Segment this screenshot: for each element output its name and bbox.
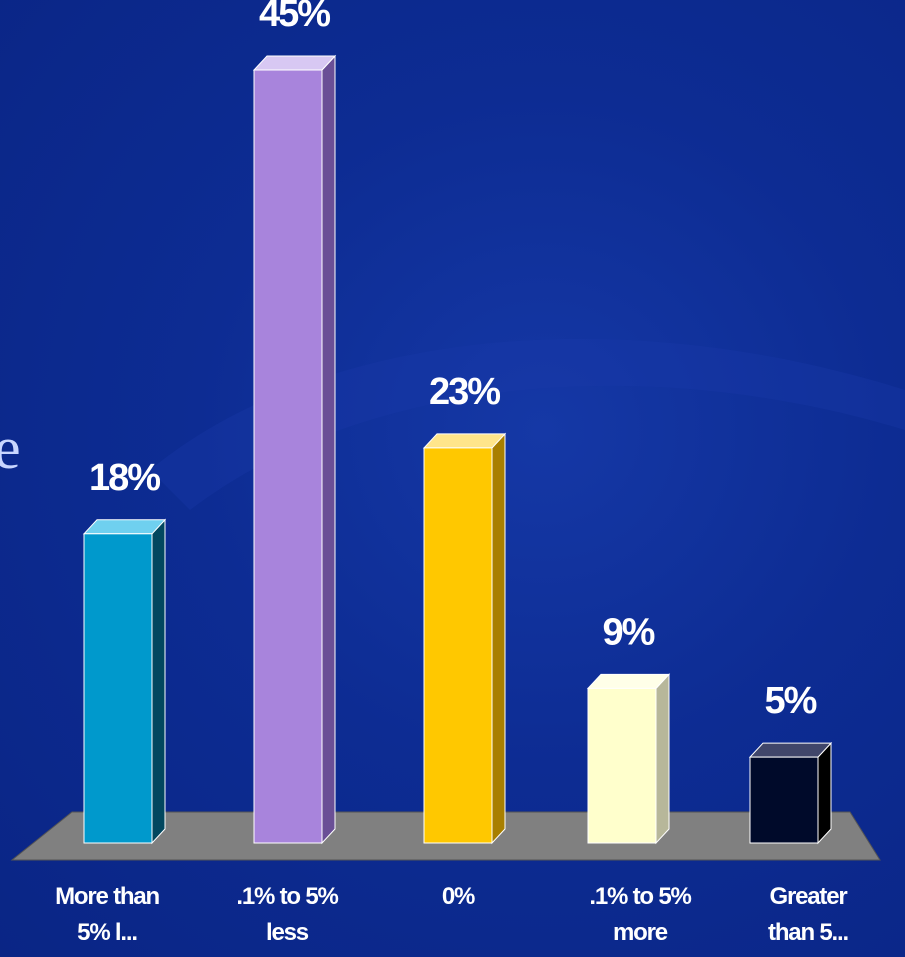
bar-top-3 [586,673,671,689]
bar-front-2 [423,447,493,844]
category-label-line: than 5... [768,919,848,946]
category-label-line: .1% to 5% [589,883,691,910]
category-label-0: More than 5% l... [55,883,159,946]
partial-slide-text: e [0,415,21,481]
bar-top-1 [252,55,337,71]
bar-top-2 [422,433,507,449]
category-label-line: more [613,919,668,946]
category-label-line: 0% [442,883,475,910]
value-label-1: 45% [259,0,330,35]
bar-1 [252,54,337,845]
bar-front-4 [749,756,819,844]
category-label-line: 5% l... [77,919,137,946]
bars-group [82,54,833,845]
category-label-4: Greater than 5... [768,883,848,946]
value-label-4: 5% [765,680,817,722]
value-label-0: 18% [89,457,160,499]
value-label-2: 23% [429,371,500,413]
category-label-1: .1% to 5% less [236,883,338,946]
bar-side-0 [151,518,166,845]
bar-4 [748,741,833,845]
bar-side-4 [817,741,832,845]
bar-top-0 [82,519,167,535]
bar-side-3 [655,673,670,845]
bar-2 [422,432,507,845]
category-label-2: 0% [442,883,475,910]
category-label-line: More than [55,883,159,910]
bar-3 [586,673,671,845]
value-label-3: 9% [603,611,655,653]
bar-side-2 [491,432,506,845]
bar-front-0 [83,533,153,844]
bar-top-4 [748,742,833,758]
bar-side-1 [321,54,336,845]
category-label-line: Greater [770,883,848,910]
category-label-line: .1% to 5% [236,883,338,910]
bar-front-3 [587,687,657,844]
background-swoosh [150,338,905,510]
bar-front-1 [253,69,323,844]
category-labels-group: More than 5% l... .1% to 5% less 0% .1% to 5%… [55,883,850,946]
value-labels-group: 18% 45% 23% 9% 5% [89,0,819,722]
category-label-line: less [266,919,309,946]
bar-0 [82,518,167,845]
category-label-3: .1% to 5% more [589,883,691,946]
